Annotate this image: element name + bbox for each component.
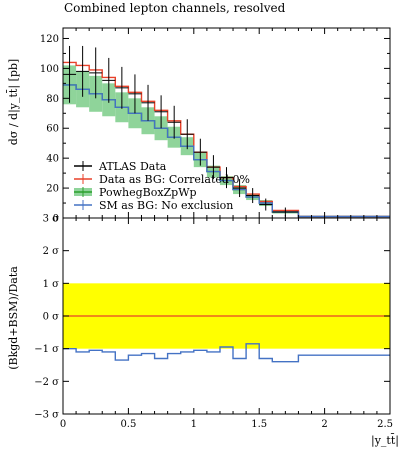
upper-axis-ticks: 0 20 40 60 80 100 120	[40, 28, 391, 225]
y-tick-label: 40	[46, 154, 59, 165]
y-tick-label: 0	[53, 214, 59, 225]
y-tick-label: 0 σ	[43, 312, 60, 323]
lower-ylabel: (Bkgd+BSM)/Data	[7, 266, 20, 370]
data-error-bars	[63, 45, 299, 217]
chart-title: Combined lepton channels, resolved	[64, 1, 286, 15]
y-tick-label: 80	[46, 94, 59, 105]
x-tick-label: 1	[191, 419, 197, 430]
series-line-sm	[63, 84, 390, 218]
lower-axis-ticks: −3 σ−2 σ−1 σ0 σ1 σ2 σ3 σ0 0.5 1 1.5 2 2.5	[34, 214, 393, 431]
y-tick-label: −1 σ	[34, 344, 59, 355]
y-tick-label: 60	[46, 124, 59, 135]
y-tick-label: 2 σ	[43, 246, 60, 257]
ratio-line	[63, 343, 390, 363]
legend-label: Data as BG: Correlated 0%	[99, 173, 250, 186]
y-tick-label: 20	[46, 184, 59, 195]
y-tick-label: −3 σ	[34, 410, 59, 421]
legend-label: PowhegBoxZpWp	[99, 186, 197, 199]
y-tick-label: 3 σ	[43, 214, 60, 225]
y-tick-label: 100	[40, 64, 59, 75]
y-tick-label: 1 σ	[43, 279, 60, 290]
x-tick-label: 2	[321, 419, 327, 430]
legend-label: SM as BG: No exclusion	[99, 199, 233, 212]
x-axis-label: |y_tt̄|	[371, 434, 399, 448]
lower-panel: −3 σ−2 σ−1 σ0 σ1 σ2 σ3 σ0 0.5 1 1.5 2 2.5 (Bk…	[7, 214, 399, 449]
x-tick-label: 0.5	[120, 419, 136, 430]
y-tick-label: −2 σ	[34, 377, 59, 388]
legend-label: ATLAS Data	[98, 160, 167, 173]
upper-ylabel: dσ / d|y_tt̄| [pb]	[7, 59, 21, 145]
x-tick-label: 0	[60, 419, 66, 430]
y-tick-label: 120	[40, 34, 59, 45]
ratio-series-line	[63, 343, 390, 363]
x-tick-label: 1.5	[251, 419, 267, 430]
x-tick-label: 2.5	[377, 419, 393, 430]
